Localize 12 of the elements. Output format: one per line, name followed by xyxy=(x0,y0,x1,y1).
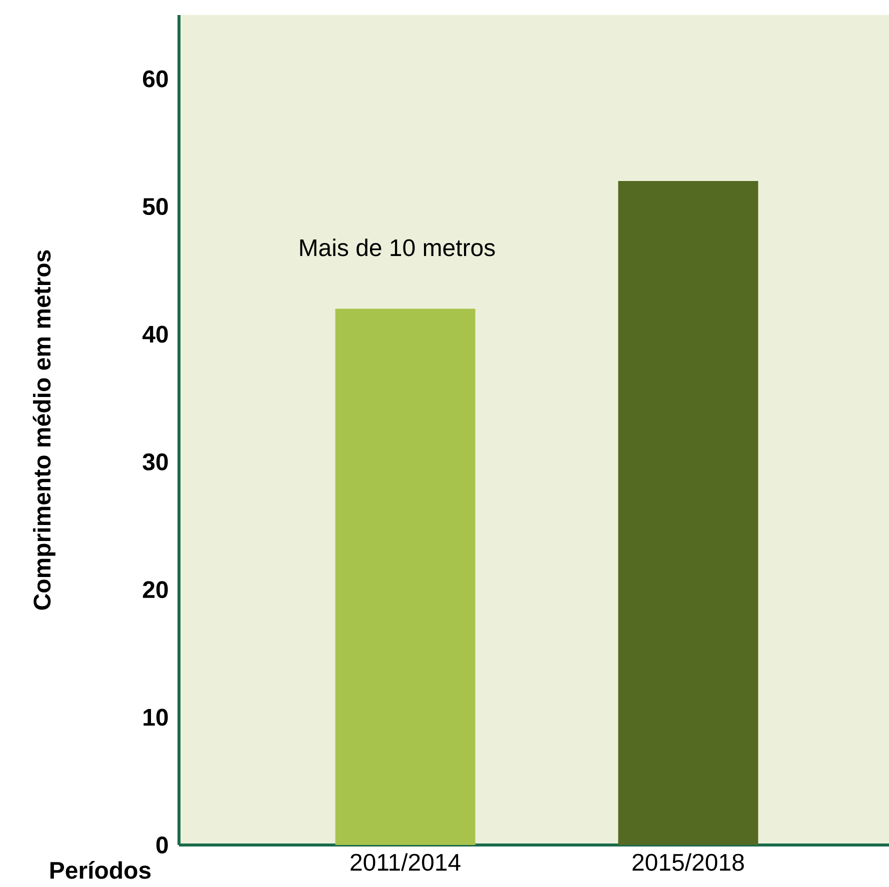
y-tick-label: 10 xyxy=(144,708,168,726)
y-tick-label: 30 xyxy=(142,453,168,470)
x-tick-label: 2015/2018 xyxy=(632,853,744,871)
annotation: Mais de 10 metros xyxy=(300,238,495,256)
y-tick-label: 40 xyxy=(142,326,168,343)
y-tick-label: 50 xyxy=(142,198,168,216)
x-tick-label: 2011/2014 xyxy=(350,853,460,871)
y-axis-title: Comprimento médio em metros xyxy=(32,250,56,610)
x-axis-title: Períodos xyxy=(50,860,151,879)
y-tick-label: 0 xyxy=(156,836,168,854)
y-tick-label: 20 xyxy=(142,581,168,598)
y-tick-label: 60 xyxy=(142,70,168,88)
